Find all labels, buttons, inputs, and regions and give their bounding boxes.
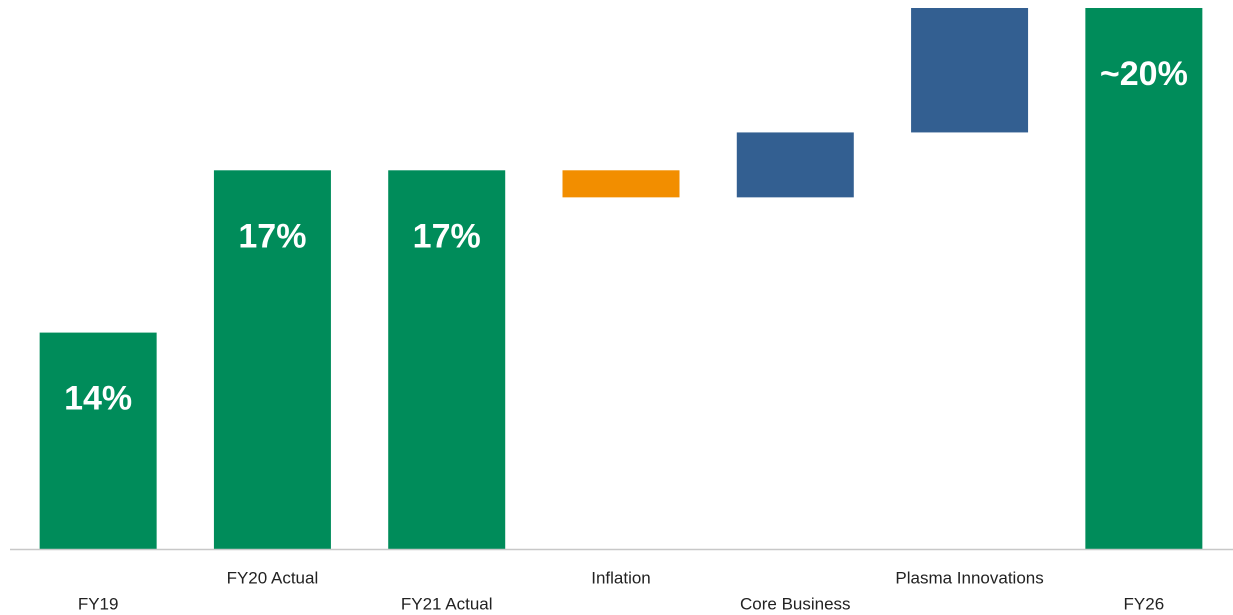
data-label: 17% [413,217,481,255]
bar [1085,8,1203,549]
data-label: 14% [64,380,132,418]
bar [562,170,680,198]
x-tick-label: FY19 [78,594,119,613]
bar [213,170,331,550]
bar [388,170,506,550]
x-tick-label: Plasma Innovations [895,568,1043,587]
data-label: 17% [238,217,306,255]
bar [736,132,854,198]
x-tick-label: FY21 Actual [401,594,493,613]
bar [39,332,157,549]
x-tick-label: FY20 Actual [227,568,319,587]
data-label: ~20% [1100,55,1188,93]
bar [911,8,1029,133]
x-tick-label: Core Business [740,594,851,613]
x-tick-label: FY26 [1124,594,1165,613]
x-tick-label: Inflation [591,568,651,587]
